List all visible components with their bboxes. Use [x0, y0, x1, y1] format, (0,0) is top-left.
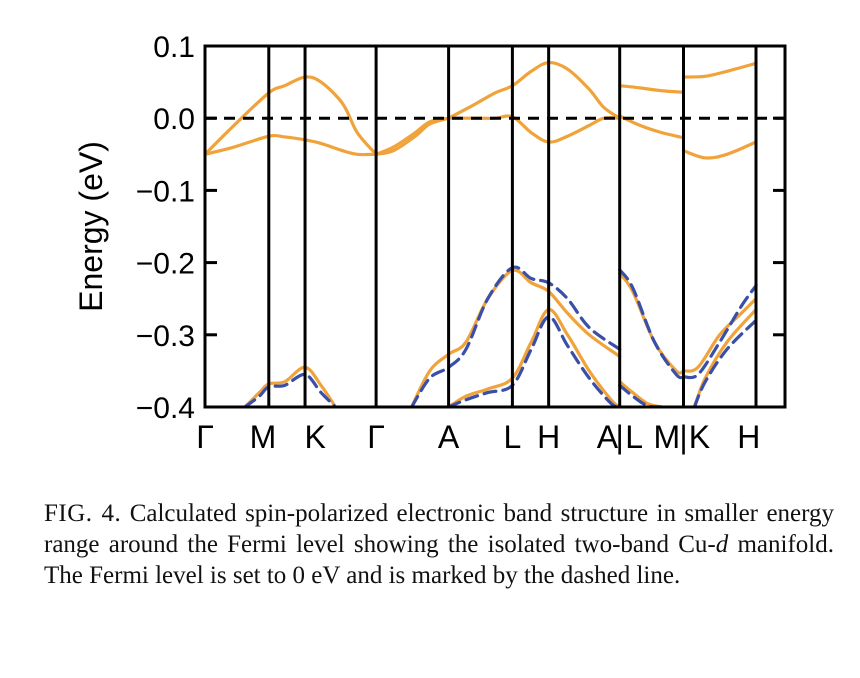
band-spin-down-6 — [692, 318, 758, 407]
band-spin-up-4 — [447, 61, 622, 120]
kpoint-label-5: L — [504, 419, 522, 455]
band-spin-down-1 — [410, 265, 622, 407]
y-tick-label-4: −0.3 — [136, 320, 195, 353]
band-spin-up-0 — [205, 75, 378, 156]
kpoint-label-7: A — [597, 419, 619, 455]
figure-caption: FIG. 4. Calculated spin-polarized electr… — [44, 498, 834, 591]
band-spin-up-11 — [410, 268, 622, 407]
kpoint-label-3: Γ — [367, 419, 385, 455]
kpoint-label-6: H — [537, 419, 560, 455]
kpoint-label-10: M — [653, 419, 680, 455]
kpoint-label-9: L — [625, 419, 643, 455]
caption-text-b: manifold. The Fermi level is set to 0 eV… — [44, 531, 834, 589]
plot-border — [203, 44, 787, 409]
band-spin-up-9 — [681, 140, 758, 160]
kpoint-label-1: M — [250, 419, 277, 455]
band-structure-figure: 0.1 0.0 −0.1 −0.2 −0.3 −0.4 Γ M K Γ A L H A | L M | K H En… — [73, 31, 787, 455]
band-spin-up-10 — [243, 365, 338, 407]
band-structure-chart: 0.10.0−0.1−0.2−0.3−0.4 Γ M K Γ A L H A| L M | K H En… — [73, 31, 787, 455]
band-spin-down-0 — [243, 372, 338, 407]
band-spin-up-6 — [618, 84, 686, 94]
band-spin-up-2 — [374, 116, 451, 156]
band-spin-down-5 — [681, 284, 758, 380]
kpoint-label-11: | — [679, 419, 687, 455]
y-tick-label-3: −0.2 — [136, 248, 195, 281]
plot-frame — [203, 44, 787, 409]
kpoint-label-4: A — [438, 419, 460, 455]
y-tick-label-2: −0.1 — [136, 175, 195, 208]
band-lines — [205, 61, 758, 407]
kpoint-label-12: K — [689, 419, 710, 455]
band-spin-up-3 — [374, 116, 451, 156]
band-spin-up-13 — [618, 271, 686, 375]
caption-label: FIG. 4. — [44, 500, 122, 527]
band-spin-up-12 — [447, 307, 622, 407]
band-spin-down-2 — [447, 315, 622, 407]
band-spin-up-7 — [618, 114, 686, 140]
y-tick-label-5: −0.4 — [136, 392, 195, 425]
kpoint-label-13: H — [737, 419, 760, 455]
band-spin-up-1 — [205, 133, 378, 157]
y-axis-title: Energy (eV) — [73, 141, 109, 312]
kpoint-label-0: Γ — [196, 419, 214, 455]
band-spin-up-15 — [681, 297, 758, 373]
caption-text-a: Calculated spin-polarized electronic ban… — [44, 500, 835, 558]
y-axis-ticks: 0.1 0.0 −0.1 −0.2 −0.3 −0.4 — [136, 31, 785, 425]
band-spin-down-3 — [618, 268, 686, 380]
band-spin-up-8 — [681, 61, 758, 79]
caption-italic: d — [715, 531, 729, 558]
x-axis-kpoint-labels: Γ M K Γ A L H A| L M | K H — [196, 419, 760, 455]
y-tick-label-1: 0.0 — [153, 103, 195, 136]
kpoint-label-8: | — [616, 419, 624, 455]
y-tick-label-0: 0.1 — [153, 31, 195, 64]
kpoint-label-2: K — [305, 419, 326, 455]
band-spin-up-5 — [447, 114, 622, 144]
high-symmetry-lines — [267, 46, 758, 407]
